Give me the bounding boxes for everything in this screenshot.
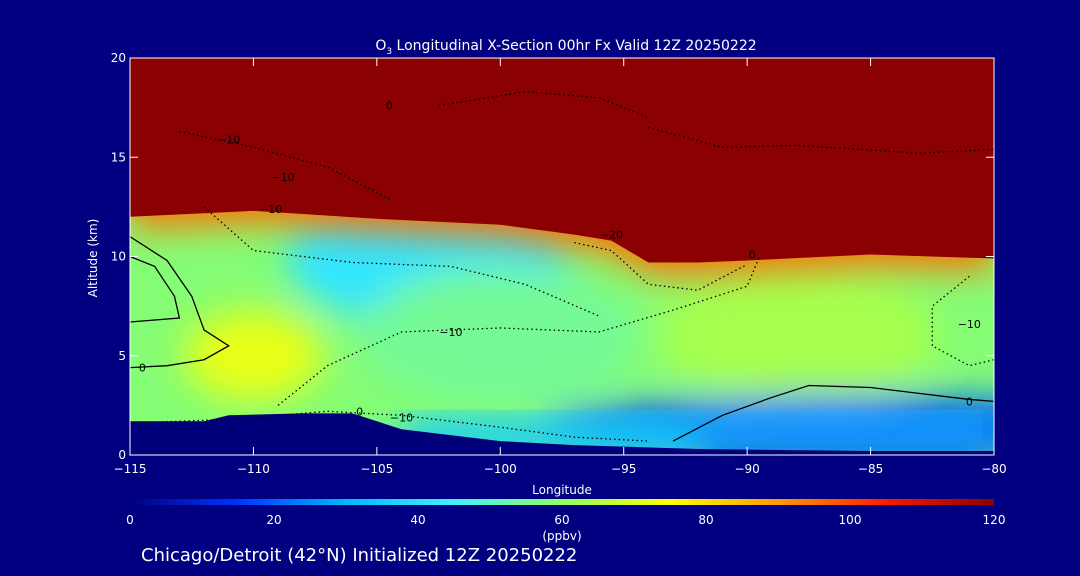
contour-minus10-upper — [203, 206, 600, 317]
ozone-region-3 — [656, 265, 937, 406]
contour-label-2: 0 — [356, 405, 363, 418]
contour-label-5: −10 — [217, 133, 240, 146]
contour-label-11: −20 — [600, 229, 623, 242]
contour-zero-west-inner — [130, 255, 181, 323]
terrain-mask — [130, 413, 994, 455]
contour-label-8: −10 — [390, 411, 413, 424]
ozone-region-0 — [183, 310, 324, 401]
colorbar-tick-label-0: 0 — [126, 513, 134, 527]
colorbar-tick-label-4: 80 — [698, 513, 713, 527]
ozone-region-2 — [360, 265, 641, 406]
contour-label-1: 0 — [966, 395, 973, 408]
contour-label-6: −10 — [271, 171, 294, 184]
y-tick-label-1: 5 — [118, 349, 126, 363]
x-tick-label-5: −90 — [734, 462, 759, 476]
y-tick-label-0: 0 — [118, 448, 126, 462]
x-tick-label-2: −105 — [360, 462, 393, 476]
x-tick-label-0: −115 — [114, 462, 147, 476]
contour-zero-west — [130, 236, 231, 369]
contour-lines — [130, 91, 994, 442]
chart-title: O3 Longitudinal X-Section 00hr Fx Valid … — [375, 38, 756, 57]
contour-label-0: 0 — [139, 362, 146, 375]
x-axis-label: Longitude — [532, 483, 592, 497]
contour-minus10-low — [130, 410, 649, 442]
colorbar-tick-label-5: 100 — [839, 513, 862, 527]
contour-label-9: −10 — [439, 326, 462, 339]
contour-minus10-east — [931, 275, 994, 367]
heatmap-field: 0 0 0 0 0 −10 −10 −10 −10 −10 −10 −20 — [130, 58, 994, 455]
y-tick-label-2: 10 — [111, 250, 126, 264]
chart-title-rest: Longitudinal X-Section 00hr Fx Valid 12Z… — [392, 38, 757, 54]
plot-area: 0 0 0 0 0 −10 −10 −10 −10 −10 −10 −20 — [130, 58, 994, 455]
colorbar: 0 20 40 60 80 100 120 — [126, 499, 1005, 527]
colorbar-ramp — [130, 499, 994, 505]
contour-label-7: −10 — [259, 203, 282, 216]
y-tick-label-3: 15 — [111, 150, 126, 164]
caption: Chicago/Detroit (42°N) Initialized 12Z 2… — [141, 545, 577, 566]
colorbar-unit: (ppbv) — [542, 529, 581, 543]
stratosphere-region — [130, 58, 994, 263]
contour-label-10: −10 — [958, 318, 981, 331]
x-tick-label-3: −100 — [484, 462, 517, 476]
y-tick-label-4: 20 — [111, 51, 126, 65]
contour-label-4: 0 — [749, 249, 756, 262]
y-axis-label: Altitude (km) — [86, 219, 100, 298]
colorbar-tick-label-3: 60 — [554, 513, 569, 527]
x-tick-label-4: −95 — [611, 462, 636, 476]
colorbar-tick-label-1: 20 — [266, 513, 281, 527]
chart-title-o: O — [375, 38, 386, 54]
x-tick-label-6: −85 — [858, 462, 883, 476]
x-tick-label-7: −80 — [981, 462, 1006, 476]
x-tick-label-1: −110 — [237, 462, 270, 476]
colorbar-tick-label-6: 120 — [983, 513, 1006, 527]
contour-label-3: 0 — [386, 100, 393, 113]
contour-zero-east — [672, 384, 994, 442]
chart-title-subscript: 3 — [386, 47, 392, 57]
contour-minus10-mid — [277, 256, 761, 406]
colorbar-tick-label-2: 40 — [410, 513, 425, 527]
